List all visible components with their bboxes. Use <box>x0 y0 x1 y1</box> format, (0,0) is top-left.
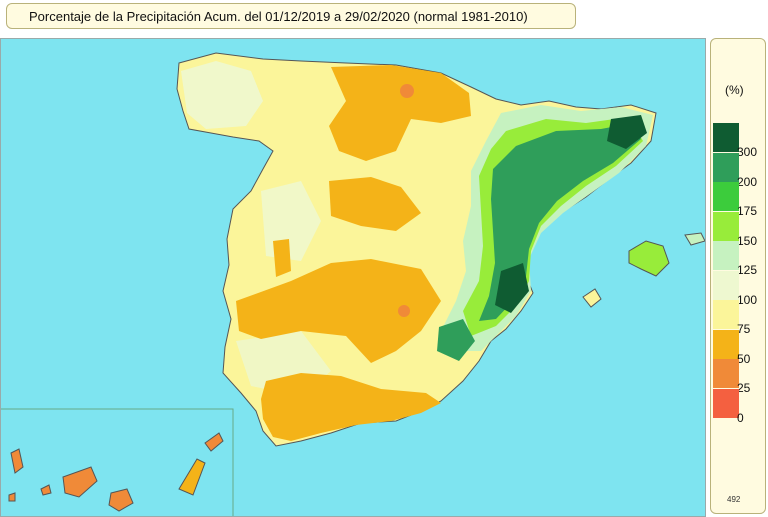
legend-label-100: 100 <box>737 292 758 307</box>
map-svg <box>1 39 705 516</box>
map-title: Porcentaje de la Precipitación Acum. del… <box>29 9 528 24</box>
legend-swatch-100 <box>713 270 739 300</box>
pale-zone-northwest <box>181 61 263 129</box>
map-title-box: Porcentaje de la Precipitación Acum. del… <box>6 3 576 29</box>
dark-green-zone-valencia <box>495 263 529 313</box>
legend-code: 492 <box>727 495 741 504</box>
dry-zone-southcentral <box>236 259 441 363</box>
legend-swatch-125 <box>713 241 739 270</box>
legend-swatch-300 <box>713 123 739 152</box>
dry-zone-north <box>329 65 471 161</box>
very-dry-spot-center <box>398 305 410 317</box>
island-tenerife <box>62 466 98 498</box>
legend-label-0: 0 <box>737 410 744 425</box>
legend-swatch-25 <box>713 359 739 388</box>
legend-swatch-50 <box>713 329 739 359</box>
island-gomera <box>40 484 52 496</box>
legend-label-125: 125 <box>737 263 758 277</box>
precipitation-map <box>0 38 706 517</box>
island-menorca <box>684 232 705 246</box>
island-ibiza <box>582 288 602 308</box>
legend-swatch-175 <box>713 182 739 211</box>
legend-label-50: 50 <box>737 351 751 366</box>
island-lanzarote <box>204 432 224 452</box>
dry-zone-central <box>329 177 421 231</box>
legend-label-200: 200 <box>737 174 758 189</box>
dry-zone-andalusia <box>261 373 441 441</box>
legend: (%) 300 200 175 150 125 100 75 50 25 0 492 <box>710 38 766 514</box>
legend-label-300: 300 <box>737 145 758 159</box>
island-hierro <box>8 492 16 502</box>
legend-unit: (%) <box>725 83 744 97</box>
canary-inset-frame <box>1 408 234 516</box>
island-fuerteventura <box>178 458 206 496</box>
legend-swatch-0 <box>713 388 739 418</box>
island-mallorca <box>628 240 670 277</box>
legend-label-175: 175 <box>737 204 758 218</box>
legend-swatch-75 <box>713 300 739 329</box>
island-gran-canaria <box>108 488 134 512</box>
dark-green-zone-catalonia <box>607 115 647 149</box>
legend-label-75: 75 <box>737 322 751 336</box>
legend-label-25: 25 <box>737 381 751 395</box>
wet-zone-murcia <box>437 319 475 361</box>
island-la-palma <box>10 448 24 474</box>
very-dry-spot-north <box>400 84 414 98</box>
legend-label-150: 150 <box>737 233 758 248</box>
dry-zone-west <box>273 239 291 277</box>
legend-swatch-200 <box>713 152 739 182</box>
legend-swatch-150 <box>713 211 739 241</box>
